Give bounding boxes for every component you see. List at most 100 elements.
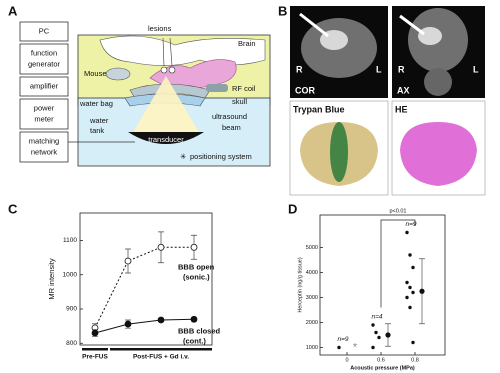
mouse-head (105, 67, 131, 81)
instrument-box (19, 43, 69, 75)
x-tick-label: 0 (345, 357, 348, 363)
label: positioning system (190, 152, 252, 161)
n-label: n=9 (337, 336, 348, 343)
setup-diagram: lesions Brain Mouse RF coil water bag sk… (68, 24, 271, 167)
panel-label: C (8, 201, 18, 216)
instrument-label: network (31, 147, 58, 156)
mri-nose (424, 68, 452, 96)
point (91, 329, 99, 337)
instrument-label: amplifier (30, 81, 59, 90)
label: skull (232, 97, 247, 106)
y-tick-label: 1000 (306, 345, 318, 351)
y-axis-title: MR intensity (47, 258, 56, 300)
tissue (400, 122, 477, 186)
point (371, 323, 375, 327)
point (374, 330, 378, 335)
transducer (128, 132, 204, 144)
y-tick-label: 800 (66, 340, 77, 347)
label: ultrasound (212, 112, 247, 121)
instrument-box (19, 131, 69, 163)
side-label: R (398, 64, 405, 74)
view-label: COR (295, 85, 316, 95)
rf-coil (206, 84, 228, 92)
y-axis-title: Herceptin (ng/g tissue) (297, 257, 303, 312)
group-label: Post-FUS + Gd i.v. (133, 354, 189, 361)
below-detection-marker: * (353, 341, 358, 353)
mri-spot (418, 27, 442, 45)
x-axis-title: Acoustic pressure (MPa) (350, 365, 415, 371)
significance-bracket (380, 219, 416, 308)
point (124, 257, 132, 265)
leader (162, 37, 165, 67)
plot-frame (79, 212, 213, 346)
point (408, 285, 412, 290)
dye (330, 122, 348, 182)
instrument-label: meter (34, 114, 54, 123)
y-tick-label: 2000 (306, 320, 318, 326)
label: Brain (238, 39, 256, 48)
histology-title: Trypan Blue (293, 104, 345, 114)
series-line (94, 246, 194, 329)
y-tick-label: 1000 (63, 271, 78, 278)
y-tick-label: 900 (66, 306, 77, 313)
side-label: L (473, 64, 479, 74)
point (408, 305, 412, 310)
point (405, 280, 409, 285)
point (405, 230, 409, 235)
y-tick-label: 4000 (306, 270, 318, 276)
panel-label: D (288, 201, 297, 216)
point (405, 295, 409, 300)
side-label: L (376, 64, 382, 74)
label: transducer (148, 135, 184, 144)
n-label: n=4 (371, 314, 382, 321)
point (377, 335, 381, 340)
point (371, 345, 375, 350)
instrument-label: PC (39, 26, 50, 35)
view-label: AX (397, 85, 410, 95)
point (124, 320, 132, 328)
instrument-chain: PC function generator amplifier power meter ma… (19, 21, 69, 163)
instrument-box (19, 98, 69, 130)
point (337, 345, 341, 350)
label: Mouse (84, 69, 107, 78)
y-tick-label: 1100 (63, 237, 77, 244)
instrument-box (19, 21, 69, 42)
lesion (168, 66, 176, 74)
point (190, 243, 198, 251)
label: beam (222, 123, 241, 132)
x-tick-label: Pre-FUS (82, 354, 108, 361)
panel-label: A (8, 3, 18, 18)
chart-c: 800 900 1000 1100 MR intensity Pre-FUS Post-FU… (47, 212, 221, 361)
instrument-label: power (34, 103, 55, 112)
n-label: n=9 (405, 221, 416, 228)
phase-bar (82, 348, 108, 351)
instrument-box (19, 76, 69, 97)
point (411, 265, 415, 270)
leader (169, 37, 173, 67)
label: water (89, 116, 109, 125)
point (157, 316, 165, 324)
series-line (94, 318, 195, 334)
mean-point (419, 288, 425, 294)
side-label: R (296, 64, 303, 74)
point (190, 315, 198, 323)
point (408, 253, 412, 257)
series-label: BBB open (178, 262, 215, 271)
mouse-body (99, 35, 266, 66)
series-label: (cont.) (183, 336, 206, 345)
point (411, 340, 415, 345)
point (157, 243, 165, 251)
asterisk-icon: ✳ (180, 152, 187, 161)
x-tick-label: 0.6 (377, 357, 385, 363)
y-tick-label: 5000 (306, 245, 318, 251)
arrow (399, 14, 425, 36)
lesion (160, 66, 168, 74)
mean-point (385, 332, 391, 338)
instrument-label: function (31, 48, 57, 57)
instrument-label: matching (29, 136, 59, 145)
significance-label: p<0.01 (390, 208, 407, 214)
series-label: (sonic.) (183, 272, 210, 281)
